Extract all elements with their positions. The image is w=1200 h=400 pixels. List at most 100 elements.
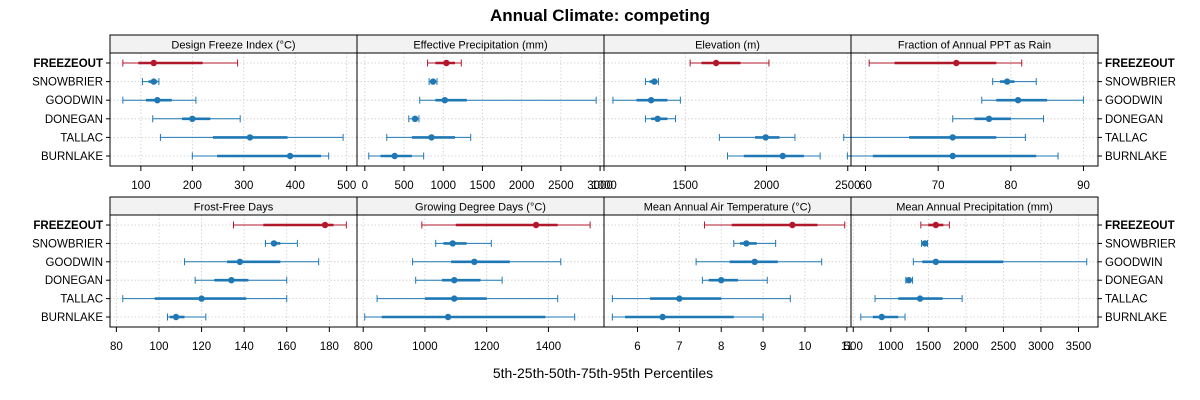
- panel-mean-annual-precipitation-mm: Mean Annual Precipitation (mm) 500 1000 150…: [844, 196, 1176, 353]
- panel-design-freeze-index-c: Design Freeze Index (°C) 100 200 300 400 500 F…: [32, 34, 358, 192]
- median-point-donegan: [654, 115, 661, 123]
- x-tick-label: 6: [634, 341, 640, 353]
- site-label-tallac: TALLAC: [60, 294, 103, 306]
- site-label-freezeout: FREEZEOUT: [1105, 58, 1175, 70]
- site-label-donegan: DONEGAN: [1105, 114, 1163, 126]
- median-point-burnlake: [779, 152, 786, 160]
- median-point-freezeout: [712, 59, 720, 67]
- median-point-snowbrier: [743, 240, 750, 247]
- x-tick-label: 1500: [672, 180, 698, 192]
- median-point-burnlake: [949, 152, 956, 160]
- median-point-snowbrier: [429, 78, 437, 85]
- x-tick-label: 500: [337, 180, 356, 192]
- median-point-snowbrier: [921, 240, 929, 247]
- site-label-freezeout: FREEZEOUT: [1105, 220, 1175, 232]
- panel-fraction-of-annual-ppt-as-rain: Fraction of Annual PPT as Rain 60 70 80 90 FR…: [843, 34, 1176, 192]
- panel-border: [850, 214, 1099, 328]
- panel-border: [603, 52, 852, 167]
- x-tick-label: 11: [841, 341, 853, 353]
- panel-title: Design Freeze Index (°C): [171, 40, 295, 52]
- site-label-goodwin: GOODWIN: [46, 257, 104, 269]
- panel-growing-degree-days-c: Growing Degree Days (°C) 800 1000 1200 1400: [354, 196, 605, 353]
- median-point-tallac: [198, 295, 205, 302]
- panel-border: [109, 214, 358, 328]
- panel-effective-precipitation-mm: Effective Precipitation (mm) 0 500 1000 1500…: [356, 34, 613, 192]
- panel-border: [850, 52, 1099, 167]
- site-label-tallac: TALLAC: [1105, 294, 1148, 306]
- site-label-freezeout: FREEZEOUT: [33, 58, 103, 70]
- site-label-snowbrier: SNOWBRIER: [32, 238, 103, 250]
- median-point-snowbrier: [270, 240, 278, 247]
- x-tick-label: 80: [1004, 180, 1017, 192]
- median-point-snowbrier: [150, 78, 157, 85]
- panel-title: Mean Annual Air Temperature (°C): [644, 202, 811, 214]
- x-tick-label: 9: [760, 341, 766, 353]
- site-label-goodwin: GOODWIN: [46, 95, 104, 107]
- x-tick-label: 3500: [1066, 341, 1092, 353]
- median-point-tallac: [762, 134, 769, 141]
- median-point-burnlake: [659, 313, 666, 321]
- x-tick-label: 800: [354, 341, 373, 353]
- x-tick-label: 1200: [474, 341, 500, 353]
- median-point-freezeout: [150, 59, 157, 67]
- panel-title: Growing Degree Days (°C): [415, 202, 546, 214]
- median-point-tallac: [451, 295, 458, 302]
- panel-mean-annual-air-temperature-c: Mean Annual Air Temperature (°C) 6 7 8 9 10 11: [603, 196, 853, 353]
- panel-elevation-m: Elevation (m) 1000 1500 2000 2500: [591, 34, 861, 192]
- x-tick-label: 100: [131, 180, 150, 192]
- median-point-snowbrier: [1003, 78, 1011, 85]
- x-tick-label: 2500: [548, 180, 574, 192]
- median-point-tallac: [428, 134, 435, 141]
- median-point-tallac: [949, 134, 956, 141]
- median-point-freezeout: [532, 221, 540, 229]
- site-label-goodwin: GOODWIN: [1105, 95, 1163, 107]
- panel-border: [109, 52, 358, 167]
- x-tick-label: 8: [718, 341, 724, 353]
- x-tick-label: 140: [235, 341, 254, 353]
- panel-frost-free-days: Frost-Free Days 80 100 120 140 160 180 FREEZEOU…: [32, 196, 358, 353]
- panel-title: Effective Precipitation (mm): [413, 40, 547, 52]
- median-point-freezeout: [932, 221, 940, 229]
- x-tick-label: 160: [277, 341, 296, 353]
- median-point-goodwin: [647, 97, 655, 104]
- x-tick-label: 2000: [953, 341, 979, 353]
- site-label-freezeout: FREEZEOUT: [33, 220, 103, 232]
- median-point-donegan: [189, 115, 196, 123]
- site-label-burnlake: BURNLAKE: [1105, 312, 1167, 324]
- x-tick-label: 500: [844, 341, 863, 353]
- site-label-tallac: TALLAC: [60, 132, 103, 144]
- x-tick-label: 90: [1077, 180, 1090, 192]
- median-point-donegan: [228, 277, 235, 284]
- panel-border: [356, 214, 605, 328]
- x-tick-label: 2500: [991, 341, 1017, 353]
- median-point-burnlake: [444, 313, 452, 321]
- panel-border: [356, 52, 605, 167]
- panel-title: Frost-Free Days: [194, 202, 274, 214]
- median-point-snowbrier: [449, 240, 456, 247]
- x-tick-label: 1500: [470, 180, 496, 192]
- x-tick-label: 7: [676, 341, 682, 353]
- median-point-freezeout: [953, 59, 960, 67]
- x-tick-label: 1500: [916, 341, 942, 353]
- panel-title: Fraction of Annual PPT as Rain: [898, 40, 1051, 52]
- site-label-burnlake: BURNLAKE: [41, 312, 103, 324]
- site-label-donegan: DONEGAN: [1105, 275, 1163, 287]
- median-point-burnlake: [391, 152, 398, 160]
- median-point-goodwin: [471, 258, 478, 265]
- panel-border: [603, 214, 852, 328]
- site-label-tallac: TALLAC: [1105, 132, 1148, 144]
- median-point-goodwin: [1014, 97, 1022, 104]
- median-point-donegan: [718, 277, 725, 284]
- site-label-snowbrier: SNOWBRIER: [32, 77, 103, 89]
- site-label-snowbrier: SNOWBRIER: [1105, 238, 1176, 250]
- median-point-goodwin: [154, 97, 161, 104]
- median-point-snowbrier: [651, 78, 658, 85]
- x-tick-label: 100: [149, 341, 168, 353]
- x-tick-label: 1000: [878, 341, 904, 353]
- x-tick-label: 1000: [430, 180, 456, 192]
- x-tick-label: 10: [799, 341, 812, 353]
- median-point-tallac: [676, 295, 683, 302]
- median-point-donegan: [905, 277, 913, 284]
- median-point-tallac: [246, 134, 254, 141]
